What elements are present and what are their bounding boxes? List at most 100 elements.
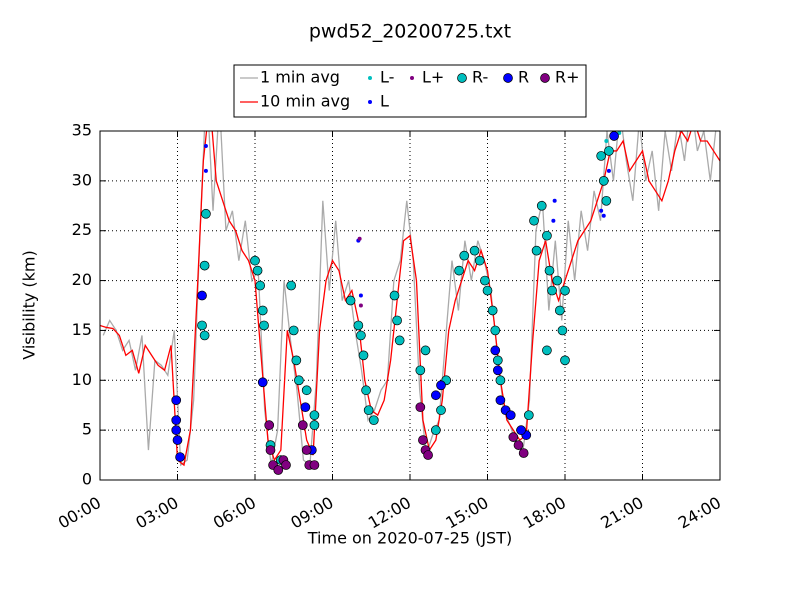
y-axis-label: Visibility (km): [20, 250, 39, 359]
scatter-point: [264, 420, 275, 431]
scatter-point: [358, 350, 369, 361]
scatter-point: [294, 375, 304, 386]
legend-swatch: [410, 76, 414, 80]
scatter-point: [560, 355, 570, 366]
scatter-point: [301, 385, 312, 396]
y-tick-label: 10: [72, 370, 92, 389]
scatter-point: [171, 415, 182, 426]
scatter-point: [552, 275, 563, 286]
scatter-point: [547, 285, 557, 296]
legend-label: L: [380, 92, 389, 111]
scatter-point: [529, 215, 539, 226]
legend-label: R: [518, 68, 529, 87]
scatter-point: [300, 402, 311, 413]
scatter-point: [606, 168, 611, 173]
legend-swatch: [368, 76, 372, 80]
scatter-point: [482, 285, 493, 296]
legend-label: 10 min avg: [260, 92, 350, 111]
scatter-point: [604, 138, 609, 143]
scatter-point: [536, 200, 547, 211]
scatter-point: [199, 260, 210, 271]
scatter-point: [265, 445, 276, 455]
scatter-point: [552, 198, 557, 203]
scatter-point: [301, 445, 312, 455]
legend-label: L+: [422, 68, 444, 87]
scatter-point: [418, 435, 428, 445]
scatter-point: [508, 432, 519, 442]
scatter-point: [469, 245, 480, 256]
scatter-point: [361, 385, 371, 396]
legend-swatch: [368, 100, 372, 104]
scatter-point: [309, 410, 320, 421]
scatter-point: [459, 250, 470, 261]
scatter-point: [542, 345, 552, 356]
scatter-point: [601, 213, 606, 218]
scatter-point: [436, 380, 446, 391]
scatter-point: [197, 320, 207, 331]
scatter-point: [358, 293, 363, 298]
scatter-point: [199, 330, 210, 341]
scatter-point: [291, 355, 302, 366]
chart-title: pwd52_20200725.txt: [309, 21, 511, 43]
scatter-point: [358, 303, 363, 308]
scatter-point: [551, 218, 556, 223]
legend-swatch: [503, 73, 513, 83]
scatter-point: [297, 420, 308, 431]
scatter-point: [554, 305, 565, 316]
x-axis-label: Time on 2020-07-25 (JST): [307, 529, 512, 548]
scatter-point: [436, 405, 446, 416]
scatter-point: [609, 131, 619, 141]
scatter-point: [309, 420, 320, 431]
scatter-point: [257, 377, 268, 388]
scatter-point: [490, 325, 501, 336]
scatter-point: [423, 450, 433, 460]
scatter-point: [598, 176, 609, 186]
scatter-point: [557, 325, 568, 336]
scatter-point: [288, 325, 299, 336]
plot-area: [100, 131, 720, 480]
scatter-point: [430, 425, 441, 435]
scatter-point: [255, 280, 266, 291]
line-series: [100, 131, 720, 467]
legend-label: R-: [472, 68, 488, 87]
y-tick-label: 20: [72, 270, 92, 289]
legend-label: L-: [380, 68, 394, 87]
scatter-point: [544, 265, 555, 276]
scatter-point: [420, 345, 431, 356]
scatter-point: [474, 255, 485, 266]
scatter-point: [531, 245, 542, 256]
scatter-point: [353, 320, 364, 331]
scatter-point: [175, 452, 185, 462]
legend: [233, 64, 587, 118]
scatter-point: [259, 320, 269, 331]
scatter-point: [309, 460, 320, 470]
y-tick-label: 30: [72, 170, 92, 189]
scatter-point: [203, 143, 208, 148]
scatter-point: [495, 395, 506, 406]
scatter-point: [356, 330, 366, 341]
scatter-point: [492, 365, 503, 376]
scatter-point: [273, 465, 284, 475]
scatter-point: [368, 415, 379, 426]
scatter-point: [389, 290, 400, 301]
scatter-point: [345, 295, 356, 306]
scatter-point: [604, 146, 614, 156]
scatter-point: [363, 405, 374, 416]
line-series: [102, 131, 717, 467]
y-tick-label: 25: [72, 220, 92, 239]
y-tick-label: 0: [82, 470, 92, 489]
scatter-point: [480, 275, 490, 286]
legend-swatch: [457, 73, 467, 83]
scatter-point: [487, 305, 498, 316]
scatter-point: [281, 460, 291, 470]
scatter-point: [203, 168, 208, 173]
scatter-point: [250, 255, 260, 266]
scatter-point: [454, 265, 464, 276]
scatter-point: [197, 290, 207, 301]
scatter-point: [171, 395, 182, 406]
scatter-point: [505, 410, 516, 421]
scatter-point: [430, 390, 441, 401]
scatter-point: [257, 305, 268, 316]
scatter-point: [415, 402, 426, 413]
scatter-point: [560, 285, 570, 296]
